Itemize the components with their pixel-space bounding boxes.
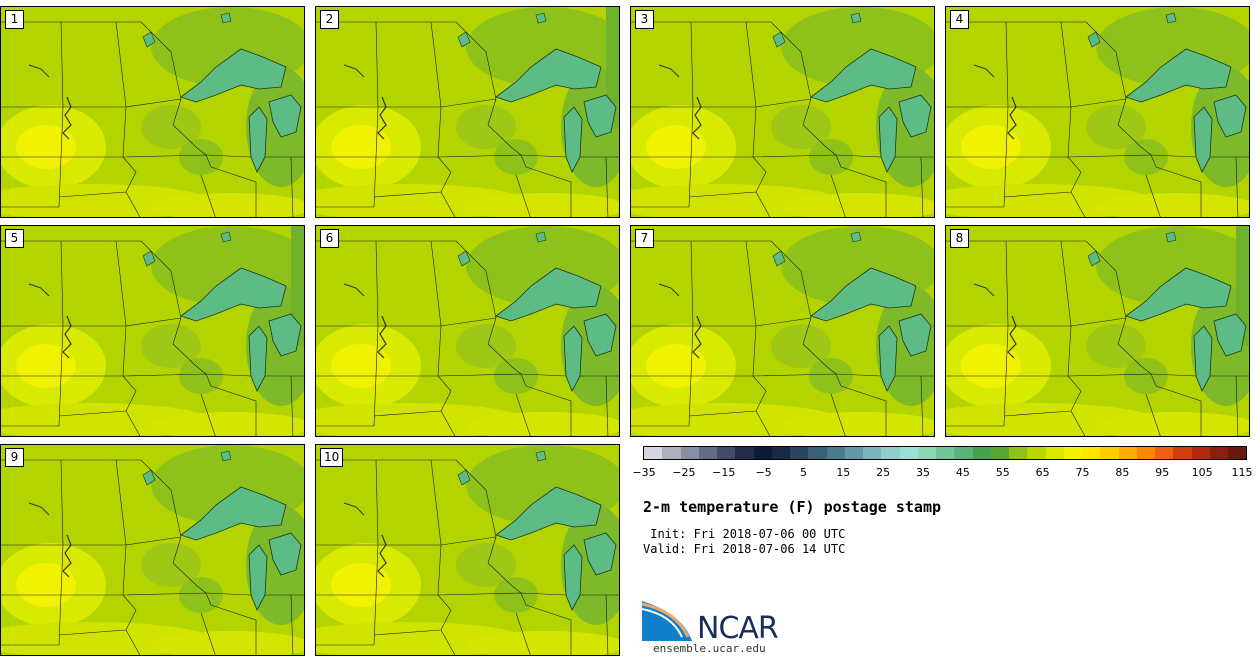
- colorbar-swatch: [1063, 447, 1082, 459]
- colorbar-tick-label: −25: [672, 466, 696, 479]
- colorbar-swatch: [1191, 447, 1210, 459]
- colorbar-swatch: [1173, 447, 1192, 459]
- map-panel-10: 10: [315, 444, 620, 656]
- colorbar-swatch: [917, 447, 936, 459]
- init-time: Init: Fri 2018-07-06 00 UTC: [643, 527, 846, 541]
- colorbar-swatch: [844, 447, 863, 459]
- colorbar-tick-label: 95: [1155, 466, 1170, 479]
- colorbar-swatch: [1027, 447, 1046, 459]
- panel-label: 7: [635, 229, 654, 248]
- colorbar-tick-label: 45: [955, 466, 970, 479]
- map-panel-9: 9: [0, 444, 305, 656]
- plot-title: 2-m temperature (F) postage stamp: [643, 498, 942, 516]
- colorbar-tick-label: 105: [1191, 466, 1213, 479]
- colorbar-swatch: [717, 447, 736, 459]
- panel-label: 8: [950, 229, 969, 248]
- colorbar-ticks: −35 −25 −15 −5 5 15 25 35 45 55 65 75 85 95 105 115: [632, 466, 1252, 480]
- colorbar-tick-label: −35: [632, 466, 656, 479]
- map-panel-1: 1: [0, 6, 305, 218]
- temperature-colorbar: [643, 446, 1247, 460]
- map-panel-3: 3: [630, 6, 935, 218]
- panel-label: 6: [320, 229, 339, 248]
- colorbar-swatch: [972, 447, 991, 459]
- map-panel-5: 5: [0, 225, 305, 437]
- panel-label: 2: [320, 10, 339, 29]
- colorbar-swatch: [680, 447, 699, 459]
- ensemble-url: ensemble.ucar.edu: [653, 642, 766, 655]
- colorbar-tick-label: 65: [1035, 466, 1050, 479]
- map-panel-4: 4: [945, 6, 1250, 218]
- colorbar-swatch: [662, 447, 681, 459]
- colorbar-swatch: [936, 447, 955, 459]
- colorbar-swatch: [881, 447, 900, 459]
- colorbar-tick-label: 15: [836, 466, 851, 479]
- colorbar-swatch: [698, 447, 717, 459]
- colorbar-tick-label: 25: [876, 466, 891, 479]
- valid-time: Valid: Fri 2018-07-06 14 UTC: [643, 542, 846, 556]
- colorbar-swatch: [899, 447, 918, 459]
- colorbar-tick-label: 5: [799, 466, 807, 479]
- map-panel-7: 7: [630, 225, 935, 437]
- colorbar-tick-label: 55: [995, 466, 1010, 479]
- colorbar-swatch: [863, 447, 882, 459]
- panel-label: 1: [5, 10, 24, 29]
- colorbar-swatch: [771, 447, 790, 459]
- colorbar-swatch: [1228, 447, 1247, 459]
- panel-label: 10: [320, 448, 344, 467]
- colorbar-swatch: [753, 447, 772, 459]
- panel-label: 9: [5, 448, 24, 467]
- colorbar-swatch: [735, 447, 754, 459]
- colorbar-tick-label: −5: [755, 466, 772, 479]
- colorbar-swatch: [954, 447, 973, 459]
- colorbar-swatch: [826, 447, 845, 459]
- colorbar-swatch: [808, 447, 827, 459]
- colorbar-swatch: [790, 447, 809, 459]
- colorbar-tick-label: 85: [1115, 466, 1130, 479]
- colorbar-swatch: [990, 447, 1009, 459]
- colorbar-swatch: [1082, 447, 1101, 459]
- colorbar-tick-label: 75: [1075, 466, 1090, 479]
- colorbar-swatch: [644, 447, 663, 459]
- panel-label: 4: [950, 10, 969, 29]
- colorbar-swatch: [1209, 447, 1228, 459]
- map-panel-2: 2: [315, 6, 620, 218]
- colorbar-swatch: [1155, 447, 1174, 459]
- colorbar-tick-label: −15: [712, 466, 736, 479]
- ncar-logo-icon: [642, 601, 692, 641]
- panel-label: 3: [635, 10, 654, 29]
- colorbar-swatch: [1118, 447, 1137, 459]
- map-panel-6: 6: [315, 225, 620, 437]
- colorbar-tick-label: 115: [1231, 466, 1253, 479]
- colorbar-swatch: [1100, 447, 1119, 459]
- panel-label: 5: [5, 229, 24, 248]
- colorbar-tick-label: 35: [916, 466, 931, 479]
- ncar-logo-text: NCAR: [697, 611, 779, 646]
- colorbar-swatch: [1045, 447, 1064, 459]
- colorbar-swatch: [1136, 447, 1155, 459]
- colorbar-swatch: [1009, 447, 1028, 459]
- map-panel-8: 8: [945, 225, 1250, 437]
